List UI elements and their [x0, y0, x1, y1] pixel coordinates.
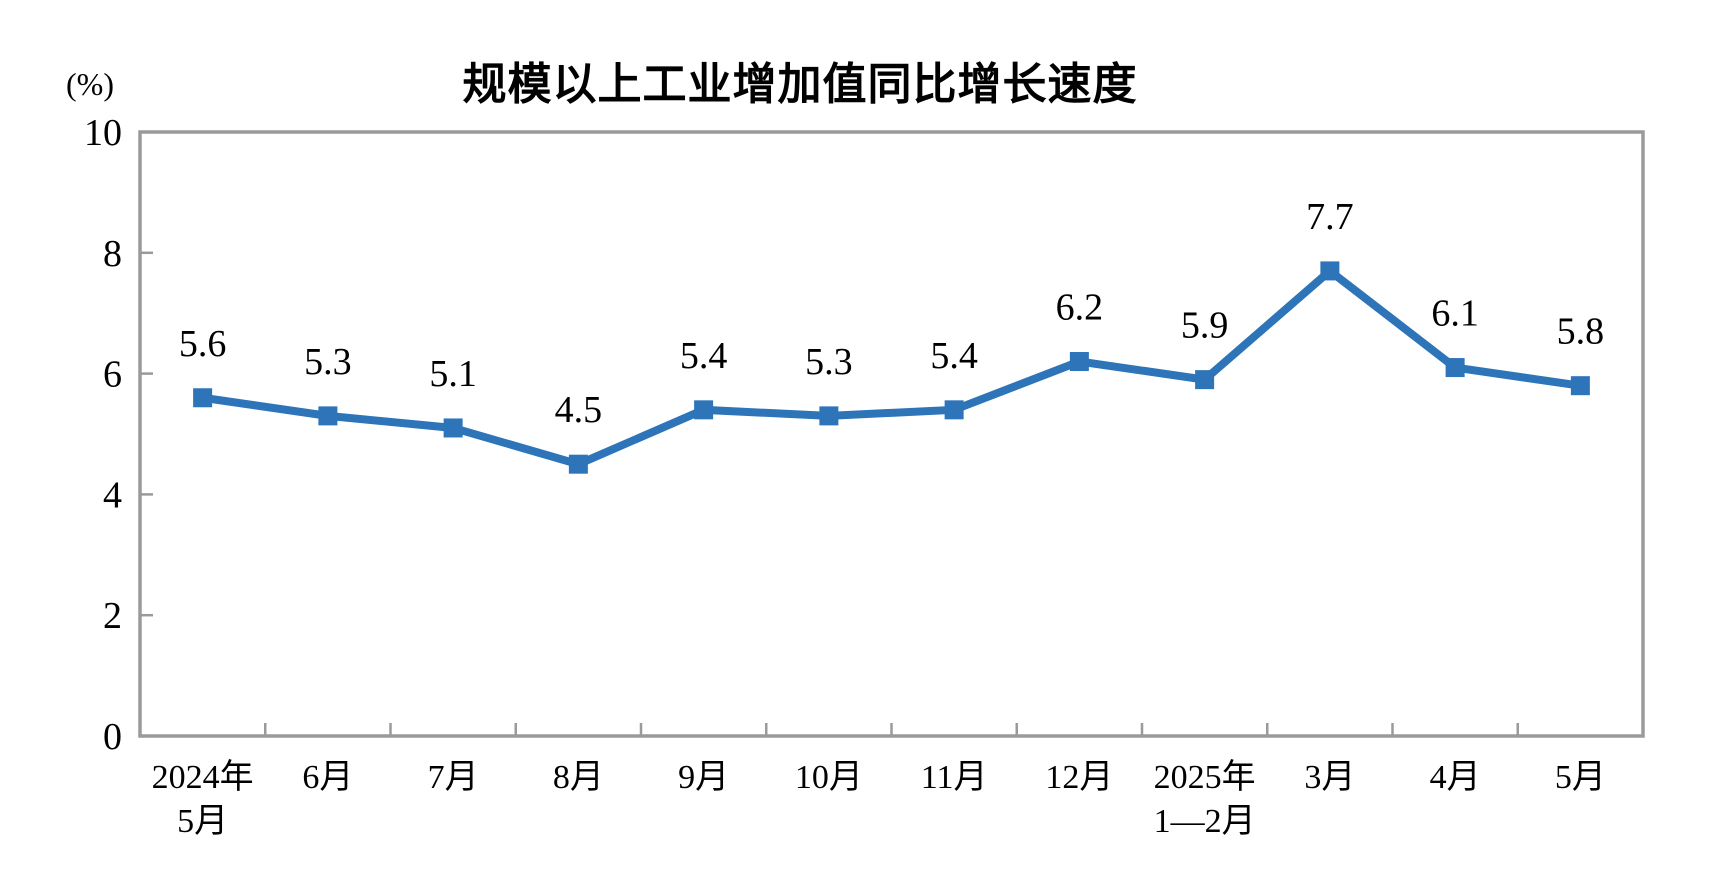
data-point-marker: [944, 400, 964, 420]
data-point-label: 5.4: [930, 335, 978, 377]
x-tick-label: 8月: [553, 759, 604, 796]
x-tick-label: 5月: [177, 803, 228, 840]
data-point-label: 6.1: [1431, 293, 1479, 335]
x-tick-label: 2024年: [152, 758, 254, 796]
x-tick-label: 9月: [678, 759, 729, 796]
data-point-marker: [694, 400, 714, 420]
data-point-marker: [819, 406, 839, 426]
x-tick-label: 12月: [1045, 759, 1113, 796]
data-point-label: 6.2: [1056, 287, 1104, 329]
plot-border: [138, 130, 1645, 738]
y-tick-label: 2: [103, 595, 122, 637]
x-tick-label: 1—2月: [1154, 803, 1256, 840]
x-tick-label: 7月: [428, 759, 479, 796]
data-point-label: 5.1: [429, 353, 477, 395]
data-point-marker: [1320, 261, 1340, 281]
data-point-marker: [568, 454, 588, 474]
data-point-marker: [193, 388, 213, 408]
series-line: [202, 265, 1581, 469]
data-point-marker: [1195, 370, 1215, 390]
x-tick-label: 3月: [1304, 759, 1355, 796]
x-tick-label: 5月: [1555, 759, 1606, 796]
x-tick-label: 4月: [1430, 759, 1481, 796]
data-point-label: 5.4: [680, 335, 728, 377]
y-tick-label: 0: [103, 716, 122, 758]
y-tick-label: 8: [103, 233, 122, 275]
data-point-marker: [443, 418, 463, 438]
data-point-label: 5.3: [304, 341, 352, 383]
y-tick-label: 6: [103, 354, 122, 396]
data-point-label: 5.9: [1181, 305, 1229, 347]
x-tick-label: 2025年: [1154, 758, 1256, 796]
data-point-label: 5.6: [179, 323, 227, 365]
data-point-label: 4.5: [555, 389, 603, 431]
x-tick-label: 10月: [795, 759, 863, 796]
data-point-label: 5.8: [1557, 311, 1605, 353]
data-point-label: 5.3: [805, 341, 853, 383]
y-tick-label: 10: [84, 112, 122, 154]
x-tick-label: 6月: [302, 759, 353, 796]
y-axis-unit-label: (%): [66, 66, 114, 102]
y-tick-label: 4: [103, 474, 122, 516]
data-point-marker: [318, 406, 338, 426]
data-point-marker: [1069, 352, 1089, 372]
x-tick-label: 11月: [921, 759, 988, 796]
data-point-label: 7.7: [1306, 196, 1354, 238]
chart-title: 规模以上工业增加值同比增长速度: [462, 60, 1138, 109]
data-point-marker: [1570, 376, 1590, 396]
data-point-marker: [1445, 358, 1465, 378]
